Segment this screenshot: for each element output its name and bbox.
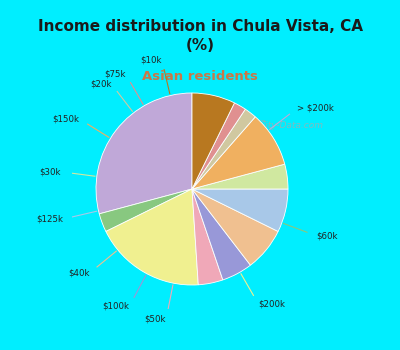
Text: Income distribution in Chula Vista, CA
(%): Income distribution in Chula Vista, CA (…	[38, 19, 362, 52]
Wedge shape	[96, 93, 192, 214]
Text: $200k: $200k	[258, 299, 285, 308]
Text: $75k: $75k	[104, 70, 126, 79]
Text: $40k: $40k	[68, 268, 90, 278]
Wedge shape	[192, 189, 223, 285]
Text: City-Data.com: City-Data.com	[260, 121, 324, 130]
Wedge shape	[99, 189, 192, 231]
Text: $150k: $150k	[52, 114, 80, 124]
Wedge shape	[192, 103, 245, 189]
Text: Asian residents: Asian residents	[142, 70, 258, 83]
Text: $60k: $60k	[316, 231, 338, 240]
Text: $30k: $30k	[39, 167, 61, 176]
Wedge shape	[192, 93, 234, 189]
Text: ⌖: ⌖	[259, 120, 265, 130]
Wedge shape	[192, 109, 255, 189]
Wedge shape	[106, 189, 198, 285]
Wedge shape	[192, 189, 250, 280]
Text: > $200k: > $200k	[297, 104, 334, 113]
Wedge shape	[192, 164, 288, 189]
Text: $20k: $20k	[90, 79, 111, 89]
Wedge shape	[192, 189, 288, 231]
Text: $10k: $10k	[140, 56, 162, 64]
Wedge shape	[192, 189, 278, 265]
Text: $50k: $50k	[145, 314, 166, 323]
Wedge shape	[192, 117, 285, 189]
Text: $125k: $125k	[36, 215, 63, 224]
Text: $100k: $100k	[102, 301, 130, 310]
